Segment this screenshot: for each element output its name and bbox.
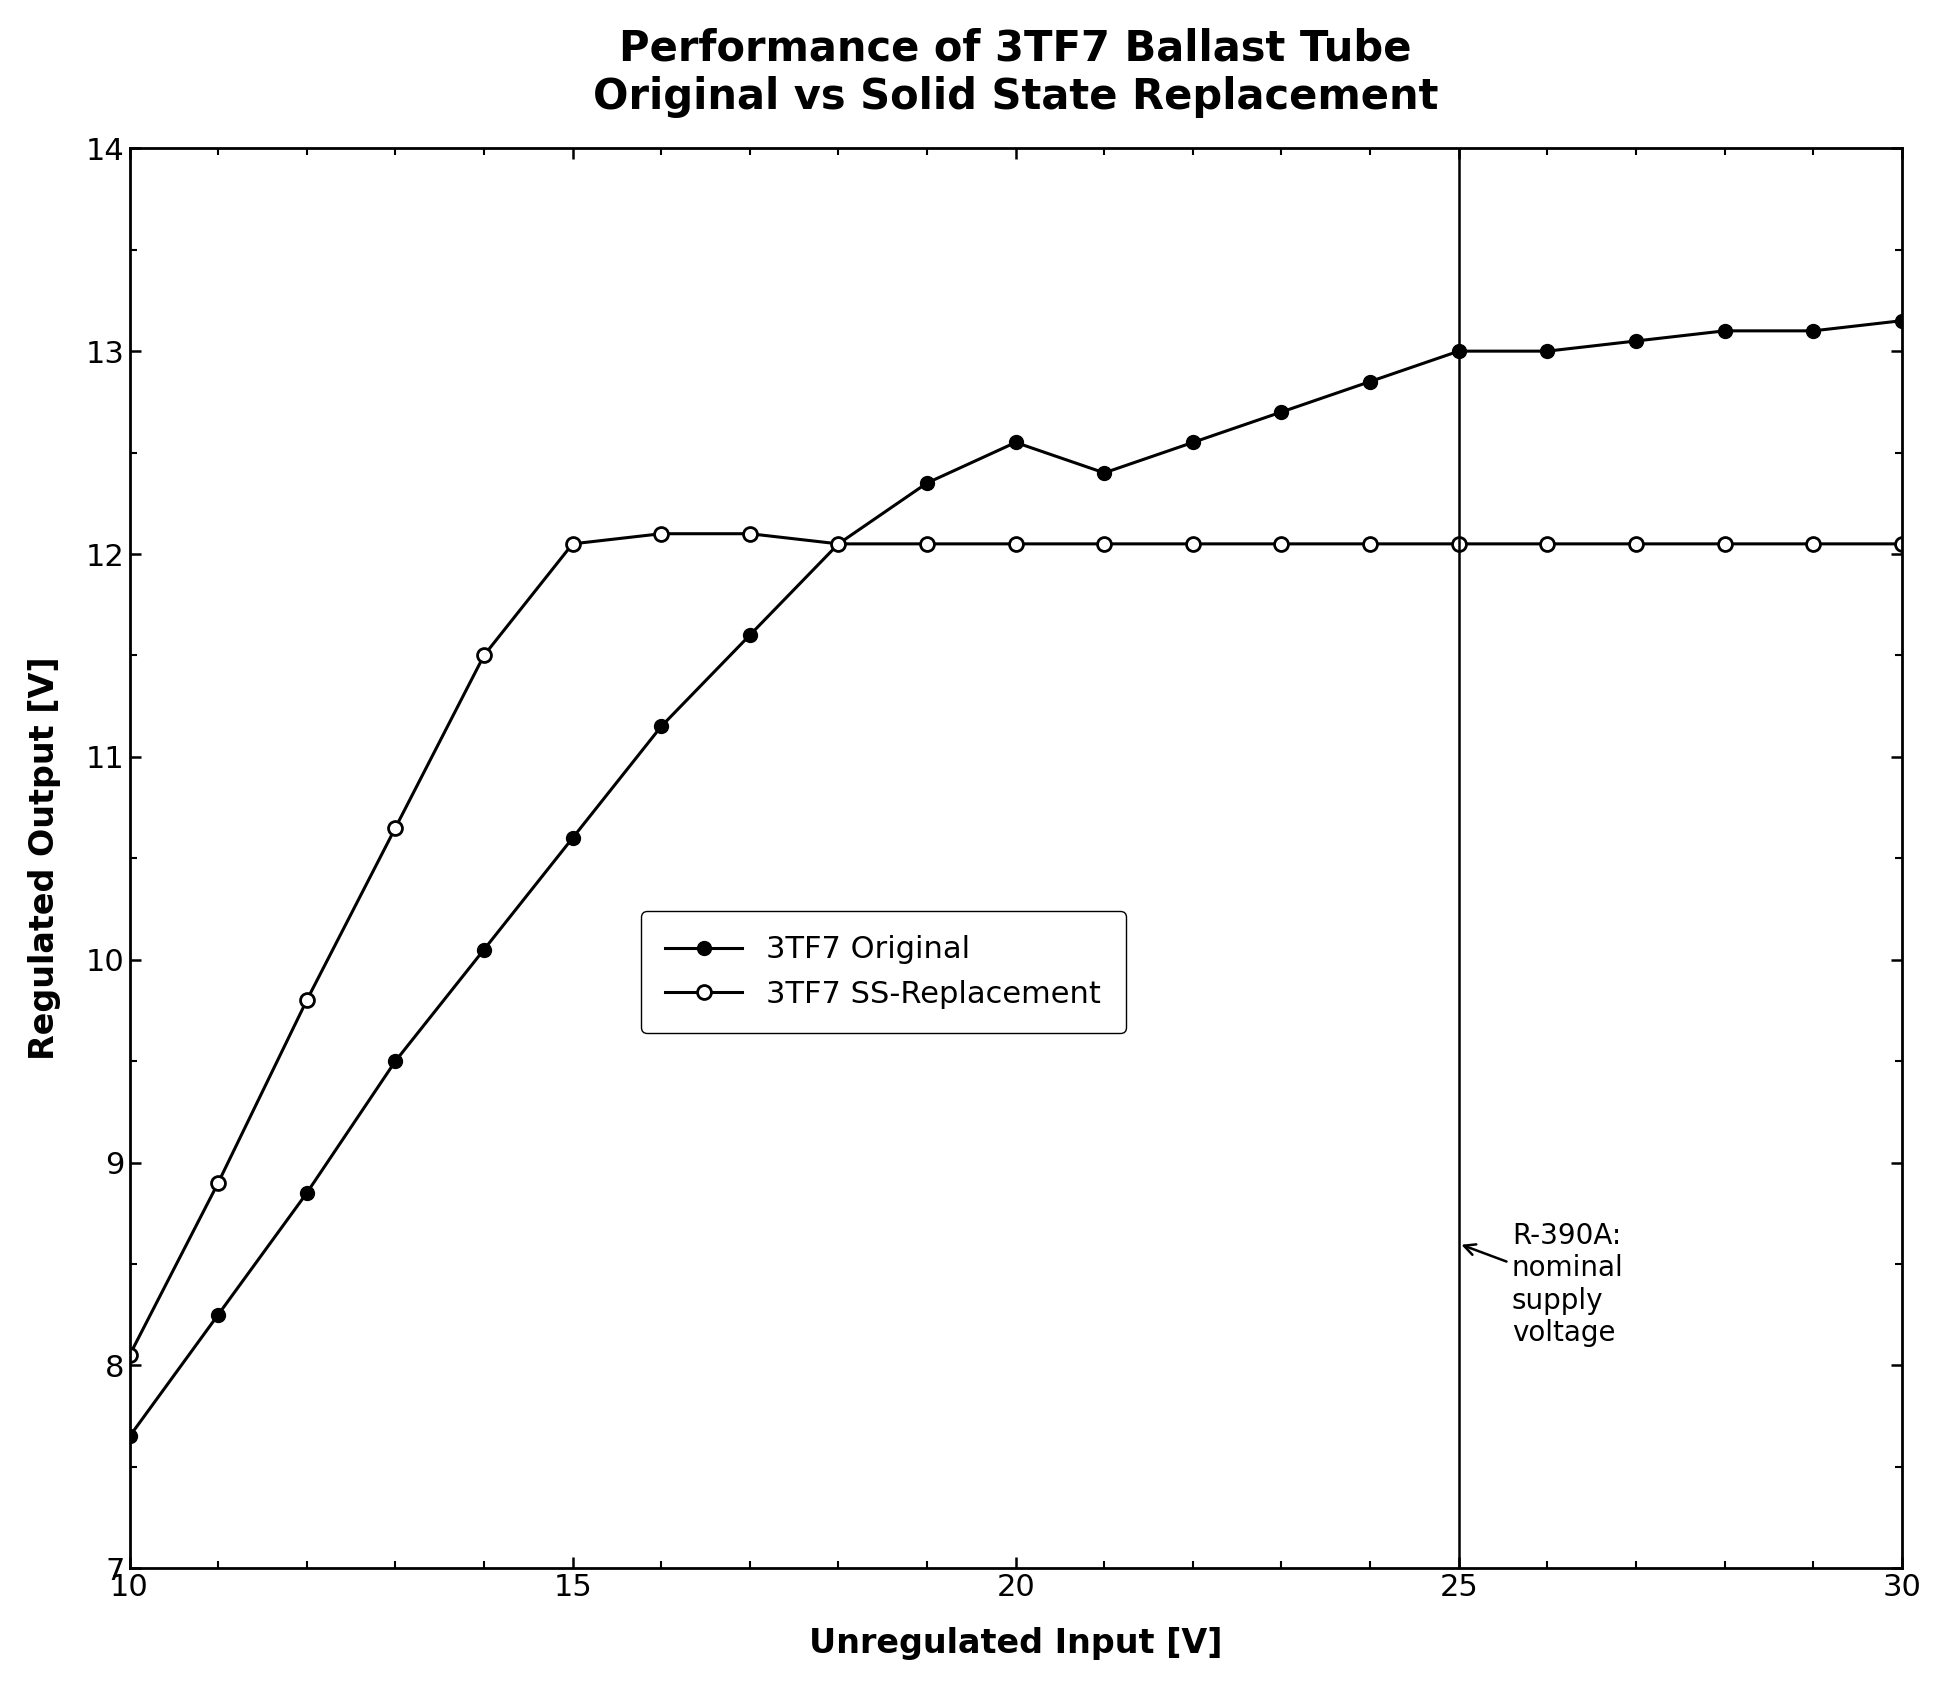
3TF7 SS-Replacement bbox=[1712, 533, 1736, 554]
3TF7 SS-Replacement bbox=[384, 817, 407, 837]
3TF7 SS-Replacement bbox=[117, 1345, 140, 1366]
Line: 3TF7 Original: 3TF7 Original bbox=[123, 314, 1907, 1443]
3TF7 Original bbox=[1358, 371, 1381, 392]
3TF7 Original bbox=[117, 1426, 140, 1447]
3TF7 Original bbox=[471, 940, 495, 960]
3TF7 SS-Replacement bbox=[561, 533, 584, 554]
3TF7 Original bbox=[1003, 432, 1027, 452]
3TF7 SS-Replacement bbox=[206, 1173, 230, 1193]
3TF7 SS-Replacement bbox=[738, 523, 762, 544]
3TF7 Original bbox=[1890, 311, 1913, 331]
Legend: 3TF7 Original, 3TF7 SS-Replacement: 3TF7 Original, 3TF7 SS-Replacement bbox=[641, 912, 1126, 1033]
X-axis label: Unregulated Input [V]: Unregulated Input [V] bbox=[808, 1627, 1221, 1661]
3TF7 Original bbox=[1445, 341, 1469, 361]
3TF7 SS-Replacement bbox=[1800, 533, 1823, 554]
3TF7 Original bbox=[561, 827, 584, 847]
3TF7 Original bbox=[1623, 331, 1646, 351]
3TF7 Original bbox=[1535, 341, 1558, 361]
3TF7 SS-Replacement bbox=[1270, 533, 1293, 554]
3TF7 Original bbox=[738, 625, 762, 645]
3TF7 Original bbox=[294, 1183, 318, 1204]
3TF7 SS-Replacement bbox=[1535, 533, 1558, 554]
3TF7 Original bbox=[384, 1052, 407, 1072]
3TF7 Original bbox=[1093, 463, 1116, 483]
3TF7 Original bbox=[1712, 321, 1736, 341]
3TF7 Original bbox=[826, 533, 849, 554]
3TF7 Original bbox=[1800, 321, 1823, 341]
3TF7 SS-Replacement bbox=[1890, 533, 1913, 554]
3TF7 SS-Replacement bbox=[1003, 533, 1027, 554]
Text: R-390A:
nominal
supply
voltage: R-390A: nominal supply voltage bbox=[1463, 1222, 1623, 1347]
3TF7 Original bbox=[1180, 432, 1204, 452]
3TF7 Original bbox=[206, 1305, 230, 1325]
3TF7 SS-Replacement bbox=[916, 533, 939, 554]
3TF7 SS-Replacement bbox=[1623, 533, 1646, 554]
3TF7 SS-Replacement bbox=[1093, 533, 1116, 554]
3TF7 SS-Replacement bbox=[294, 991, 318, 1011]
3TF7 SS-Replacement bbox=[1358, 533, 1381, 554]
Y-axis label: Regulated Output [V]: Regulated Output [V] bbox=[27, 657, 60, 1060]
3TF7 SS-Replacement bbox=[471, 645, 495, 665]
Line: 3TF7 SS-Replacement: 3TF7 SS-Replacement bbox=[123, 527, 1907, 1362]
3TF7 SS-Replacement bbox=[649, 523, 672, 544]
3TF7 SS-Replacement bbox=[1180, 533, 1204, 554]
Title: Performance of 3TF7 Ballast Tube
Original vs Solid State Replacement: Performance of 3TF7 Ballast Tube Origina… bbox=[592, 27, 1438, 118]
3TF7 Original bbox=[916, 473, 939, 493]
3TF7 SS-Replacement bbox=[1445, 533, 1469, 554]
3TF7 SS-Replacement bbox=[826, 533, 849, 554]
3TF7 Original bbox=[649, 716, 672, 736]
3TF7 Original bbox=[1270, 402, 1293, 422]
